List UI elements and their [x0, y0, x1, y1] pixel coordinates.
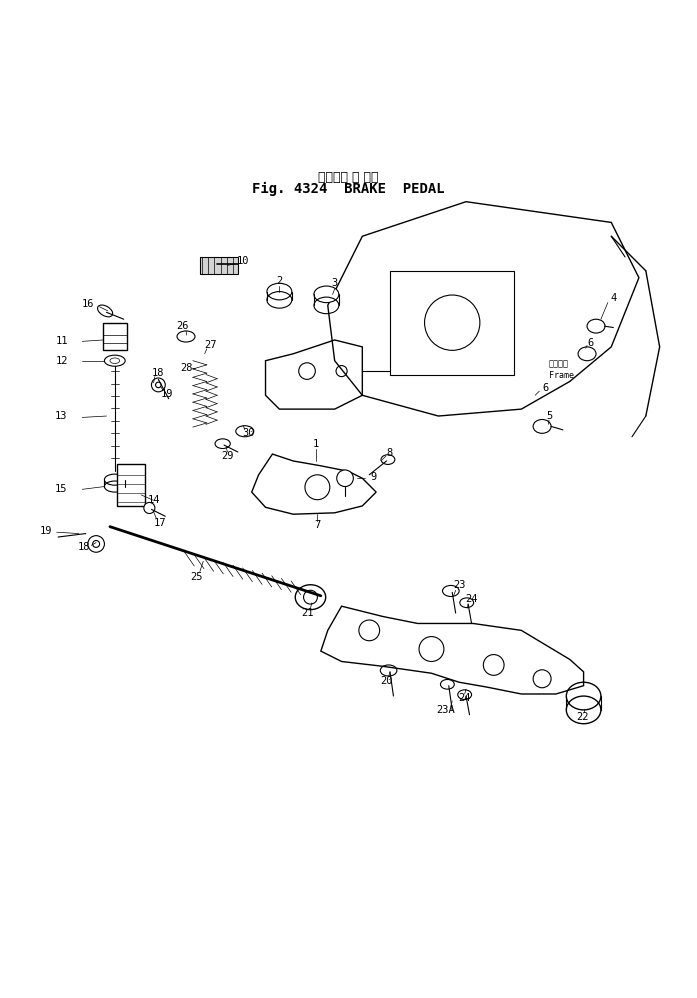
Text: 24: 24 [459, 694, 471, 704]
Text: 5: 5 [546, 411, 552, 421]
Text: 4: 4 [610, 293, 616, 303]
Text: 6: 6 [588, 337, 594, 347]
Text: 26: 26 [176, 321, 189, 331]
Text: 20: 20 [381, 676, 393, 686]
Text: 24: 24 [466, 594, 478, 604]
Bar [200, 257, 238, 274]
Text: 30: 30 [242, 428, 254, 438]
Text: 23: 23 [453, 581, 466, 591]
Text: 9: 9 [370, 472, 376, 482]
Ellipse shape [458, 690, 472, 700]
Bar [103, 322, 128, 350]
Text: 25: 25 [190, 572, 203, 582]
Text: 14: 14 [148, 495, 160, 505]
Text: Fig. 4324  BRAKE  PEDAL: Fig. 4324 BRAKE PEDAL [252, 183, 445, 197]
Text: 3: 3 [332, 278, 338, 288]
Text: 22: 22 [576, 712, 588, 722]
Text: 21: 21 [301, 608, 313, 618]
Ellipse shape [443, 586, 459, 597]
Ellipse shape [566, 683, 601, 710]
Ellipse shape [460, 598, 474, 608]
Ellipse shape [441, 680, 454, 690]
Text: Frame: Frame [549, 371, 574, 380]
Ellipse shape [236, 426, 254, 437]
Text: 15: 15 [54, 484, 67, 494]
Circle shape [144, 502, 155, 514]
Text: 19: 19 [40, 527, 52, 537]
Ellipse shape [215, 439, 230, 448]
Text: 28: 28 [181, 362, 193, 372]
Ellipse shape [587, 319, 605, 333]
Text: 1: 1 [313, 439, 319, 449]
Text: 18: 18 [152, 368, 164, 378]
Text: 2: 2 [276, 275, 282, 285]
Bar [117, 464, 144, 506]
Ellipse shape [533, 419, 551, 433]
Text: 29: 29 [221, 451, 233, 461]
Ellipse shape [267, 283, 292, 299]
Text: ブレーキ ペ ダル: ブレーキ ペ ダル [319, 171, 378, 184]
Text: フレーム: フレーム [549, 359, 569, 368]
Ellipse shape [296, 585, 325, 610]
Text: 16: 16 [82, 299, 94, 309]
Text: 19: 19 [161, 389, 174, 399]
Circle shape [305, 475, 330, 500]
Circle shape [337, 470, 353, 487]
Text: 6: 6 [542, 383, 549, 393]
Circle shape [304, 590, 317, 604]
Ellipse shape [381, 455, 395, 464]
Text: 13: 13 [54, 411, 67, 421]
Ellipse shape [314, 286, 339, 302]
Text: 7: 7 [314, 520, 321, 530]
Text: 27: 27 [204, 340, 217, 350]
Ellipse shape [381, 665, 397, 676]
Text: 10: 10 [237, 256, 250, 266]
Ellipse shape [578, 347, 596, 360]
Text: 18: 18 [78, 542, 91, 553]
Text: 8: 8 [387, 448, 393, 458]
Text: 17: 17 [154, 518, 167, 528]
Text: 11: 11 [56, 336, 68, 346]
Ellipse shape [105, 474, 125, 485]
Bar [390, 270, 514, 374]
Text: 23A: 23A [436, 705, 454, 715]
Text: 12: 12 [56, 355, 68, 365]
Ellipse shape [98, 305, 113, 316]
